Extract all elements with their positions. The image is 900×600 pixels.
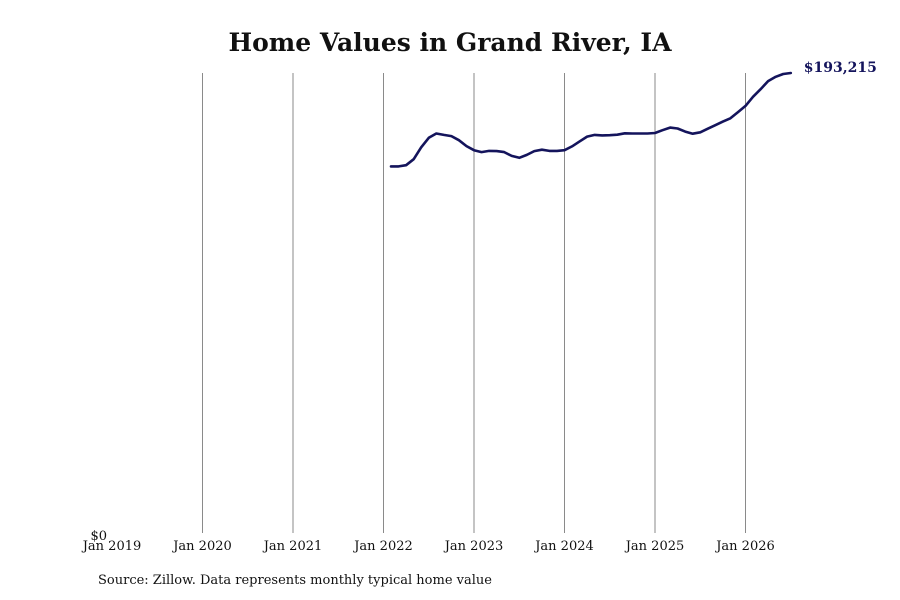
chart-title: Home Values in Grand River, IA	[228, 28, 672, 57]
series-line	[389, 71, 793, 168]
x-tick-label: Jan 2024	[533, 539, 594, 554]
x-tick-label: Jan 2020	[171, 539, 232, 554]
x-tick-label: Jan 2021	[262, 539, 323, 554]
grid-lines	[202, 73, 746, 533]
y-tick-label: $0	[90, 529, 107, 544]
x-tick-label: Jan 2019	[81, 539, 142, 554]
end-value-label: $193,215	[804, 60, 877, 76]
axis-tick-labels: Jan 2019 Jan 2020 Jan 2021 Jan 2022 Jan 2023…	[81, 529, 775, 554]
source-note: Source: Zillow. Data represents monthly …	[98, 573, 492, 588]
x-tick-label: Jan 2022	[352, 539, 413, 554]
x-tick-label: Jan 2026	[714, 539, 775, 554]
x-tick-label: Jan 2023	[443, 539, 504, 554]
x-tick-label: Jan 2025	[624, 539, 685, 554]
